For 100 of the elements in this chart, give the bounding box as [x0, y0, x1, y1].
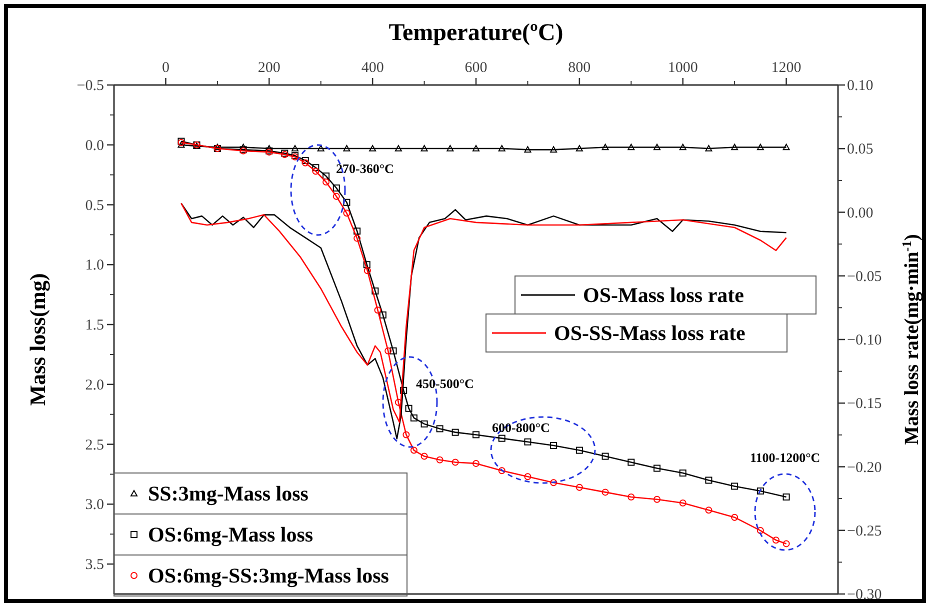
point	[628, 493, 635, 500]
point	[178, 141, 185, 148]
legend-label: OS:6mg-SS:3mg-Mass loss	[148, 564, 389, 588]
point	[369, 144, 376, 152]
point	[756, 527, 764, 534]
point	[379, 311, 386, 318]
point	[576, 446, 583, 454]
point	[679, 144, 686, 150]
point	[772, 536, 780, 544]
point	[705, 144, 712, 152]
point	[343, 144, 350, 152]
point	[576, 484, 583, 491]
y2-tick-label: 0.05	[847, 142, 874, 158]
y2-tick-label: −0.25	[847, 523, 882, 540]
point	[524, 438, 532, 446]
point	[384, 347, 392, 354]
point	[782, 144, 790, 150]
point	[628, 144, 635, 150]
point	[576, 144, 583, 152]
point	[498, 434, 506, 442]
point	[472, 144, 480, 152]
point	[498, 467, 506, 474]
point	[731, 482, 738, 490]
y-tick-label: 1.0	[85, 258, 104, 274]
point	[394, 398, 402, 406]
annotation: 1100-1200°C	[750, 450, 820, 465]
y-tick-label: 2.0	[85, 377, 104, 394]
y2-tick-label: 0.10	[847, 78, 874, 94]
point	[322, 172, 330, 180]
annotation: 600-800°C	[492, 420, 550, 435]
y2-tick-label: −0.15	[847, 396, 882, 412]
y2-tick-label: −0.05	[847, 268, 882, 285]
point	[731, 514, 738, 521]
point	[452, 428, 459, 436]
legend-label: OS:6mg-Mass loss	[148, 522, 314, 546]
point	[363, 261, 370, 268]
point	[343, 210, 350, 217]
point	[705, 506, 712, 514]
y2-tick-label: −0.10	[847, 332, 882, 348]
x-tick-label: 200	[258, 60, 280, 76]
y-tick-label: 0.0	[85, 138, 104, 154]
point	[332, 184, 340, 192]
point	[312, 164, 320, 172]
y-tick-label: 0.5	[85, 198, 104, 214]
point	[410, 446, 418, 454]
point	[705, 476, 712, 484]
point	[402, 431, 410, 438]
point	[731, 144, 738, 150]
point	[343, 198, 350, 206]
point	[400, 386, 408, 394]
point	[317, 144, 324, 152]
point	[524, 473, 532, 480]
x-tick-label: 1000	[668, 60, 698, 76]
y2-tick-label: −0.20	[847, 460, 882, 476]
point	[550, 146, 558, 153]
point	[472, 431, 480, 438]
y-tick-label: 3.0	[85, 497, 104, 514]
point	[405, 404, 412, 412]
point	[654, 496, 660, 503]
point	[332, 192, 340, 200]
point	[420, 452, 428, 460]
y-tick-label: 2.5	[85, 437, 104, 454]
legend-label: OS-Mass loss rate	[583, 283, 744, 307]
point	[410, 414, 418, 422]
x-axis-title: Temperature(ºC)	[388, 20, 564, 46]
point	[302, 159, 309, 166]
point	[436, 425, 444, 432]
point	[654, 464, 660, 472]
y2-tick-label: 0.00	[847, 205, 874, 222]
y-tick-label: 3.5	[85, 557, 104, 574]
y-tick-label: −0.5	[76, 78, 104, 94]
point	[390, 347, 397, 354]
y-tick-label: 1.5	[85, 318, 104, 334]
point	[420, 420, 428, 428]
point	[364, 267, 371, 274]
x-tick-label: 0	[162, 60, 170, 76]
x-tick-label: 800	[568, 60, 591, 76]
legend-label: OS-SS-Mass loss rate	[554, 321, 746, 345]
x-tick-label: 400	[361, 60, 384, 76]
point	[436, 456, 444, 464]
x-tick-label: 600	[464, 60, 488, 76]
point	[292, 144, 298, 152]
point	[602, 488, 609, 496]
point	[472, 460, 480, 467]
point	[679, 499, 686, 506]
point	[374, 306, 382, 314]
x-tick-label: 1200	[771, 60, 802, 76]
point	[446, 144, 454, 152]
point	[524, 146, 532, 153]
point	[782, 540, 790, 548]
point	[372, 287, 379, 294]
point	[302, 156, 309, 164]
annotation: 270-360°C	[336, 161, 394, 176]
point	[322, 178, 330, 186]
legend-label: SS:3mg-Mass loss	[148, 482, 308, 506]
point	[602, 452, 609, 460]
point	[420, 144, 428, 152]
point	[628, 458, 635, 466]
point	[654, 144, 660, 150]
point	[394, 144, 402, 152]
